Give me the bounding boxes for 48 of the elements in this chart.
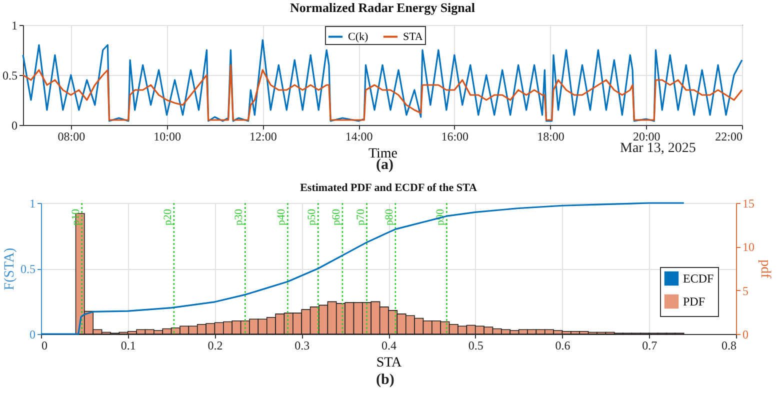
line-series (40, 202, 685, 335)
ref-line-label: p40 (276, 208, 288, 226)
x-tick-label: 0.4 (382, 338, 396, 352)
x-tick-label: 0.1 (120, 338, 136, 352)
x-tick-label: 08:00 (58, 130, 86, 144)
ref-line-label: p30 (233, 208, 246, 226)
ref-line-label: p80 (383, 208, 396, 226)
x-axis-title: STA (376, 356, 403, 370)
x-tick-label: 0.5 (468, 338, 484, 352)
x-tick-label: 0.2 (208, 338, 223, 352)
x-tick-label: 0 (42, 338, 48, 352)
y2-tick-label: 10 (742, 240, 754, 254)
x-tick-label: 10:00 (154, 130, 181, 144)
y-tick-label: 0 (12, 118, 18, 132)
legend-label: C(k) (348, 30, 368, 43)
x-tick-label: 0.8 (722, 338, 736, 352)
text: (b) (376, 372, 394, 389)
line-series (22, 64, 743, 121)
y2-axis-title: pdf (758, 260, 772, 279)
y-tick-label: 1 (12, 18, 18, 32)
legend-label: STA (402, 30, 423, 43)
ref-line-label: p20 (162, 208, 174, 226)
ref-line-label: p10 (70, 208, 82, 226)
x-tick-label: 22:00 (715, 130, 742, 144)
ref-line-label: p70 (354, 208, 367, 226)
x-tick-label: 16:00 (441, 130, 469, 144)
chart-title: Estimated PDF and ECDF of the STA (300, 182, 477, 194)
x-tick-label: 0.6 (555, 338, 570, 352)
ref-line-label: p60 (330, 208, 342, 226)
y-tick-label: 1 (30, 196, 36, 210)
y2-tick-label: 5 (742, 284, 748, 298)
ref-line-label: p50 (306, 208, 318, 226)
y-tick-label: 0.5 (2, 68, 18, 82)
y-tick-label: 0 (30, 328, 36, 342)
x-tick-label: 14:00 (345, 130, 373, 144)
x-tick-label: 0.7 (642, 338, 658, 352)
text: Mar 13, 2025 (620, 141, 696, 157)
x-tick-label: 0.3 (294, 338, 310, 352)
y-axis-title: F(STA) (2, 247, 18, 290)
chart-title: Normalized Radar Energy Signal (290, 0, 476, 15)
x-tick-label: 12:00 (249, 130, 277, 144)
legend-label: PDF (683, 294, 706, 308)
y-tick-label: 0.5 (20, 262, 36, 276)
legend-label: ECDF (683, 272, 714, 286)
y2-tick-label: 15 (742, 196, 754, 210)
x-tick-label: 20:00 (632, 130, 660, 144)
x-tick-label: 18:00 (537, 130, 564, 144)
y2-tick-label: 0 (742, 328, 748, 342)
